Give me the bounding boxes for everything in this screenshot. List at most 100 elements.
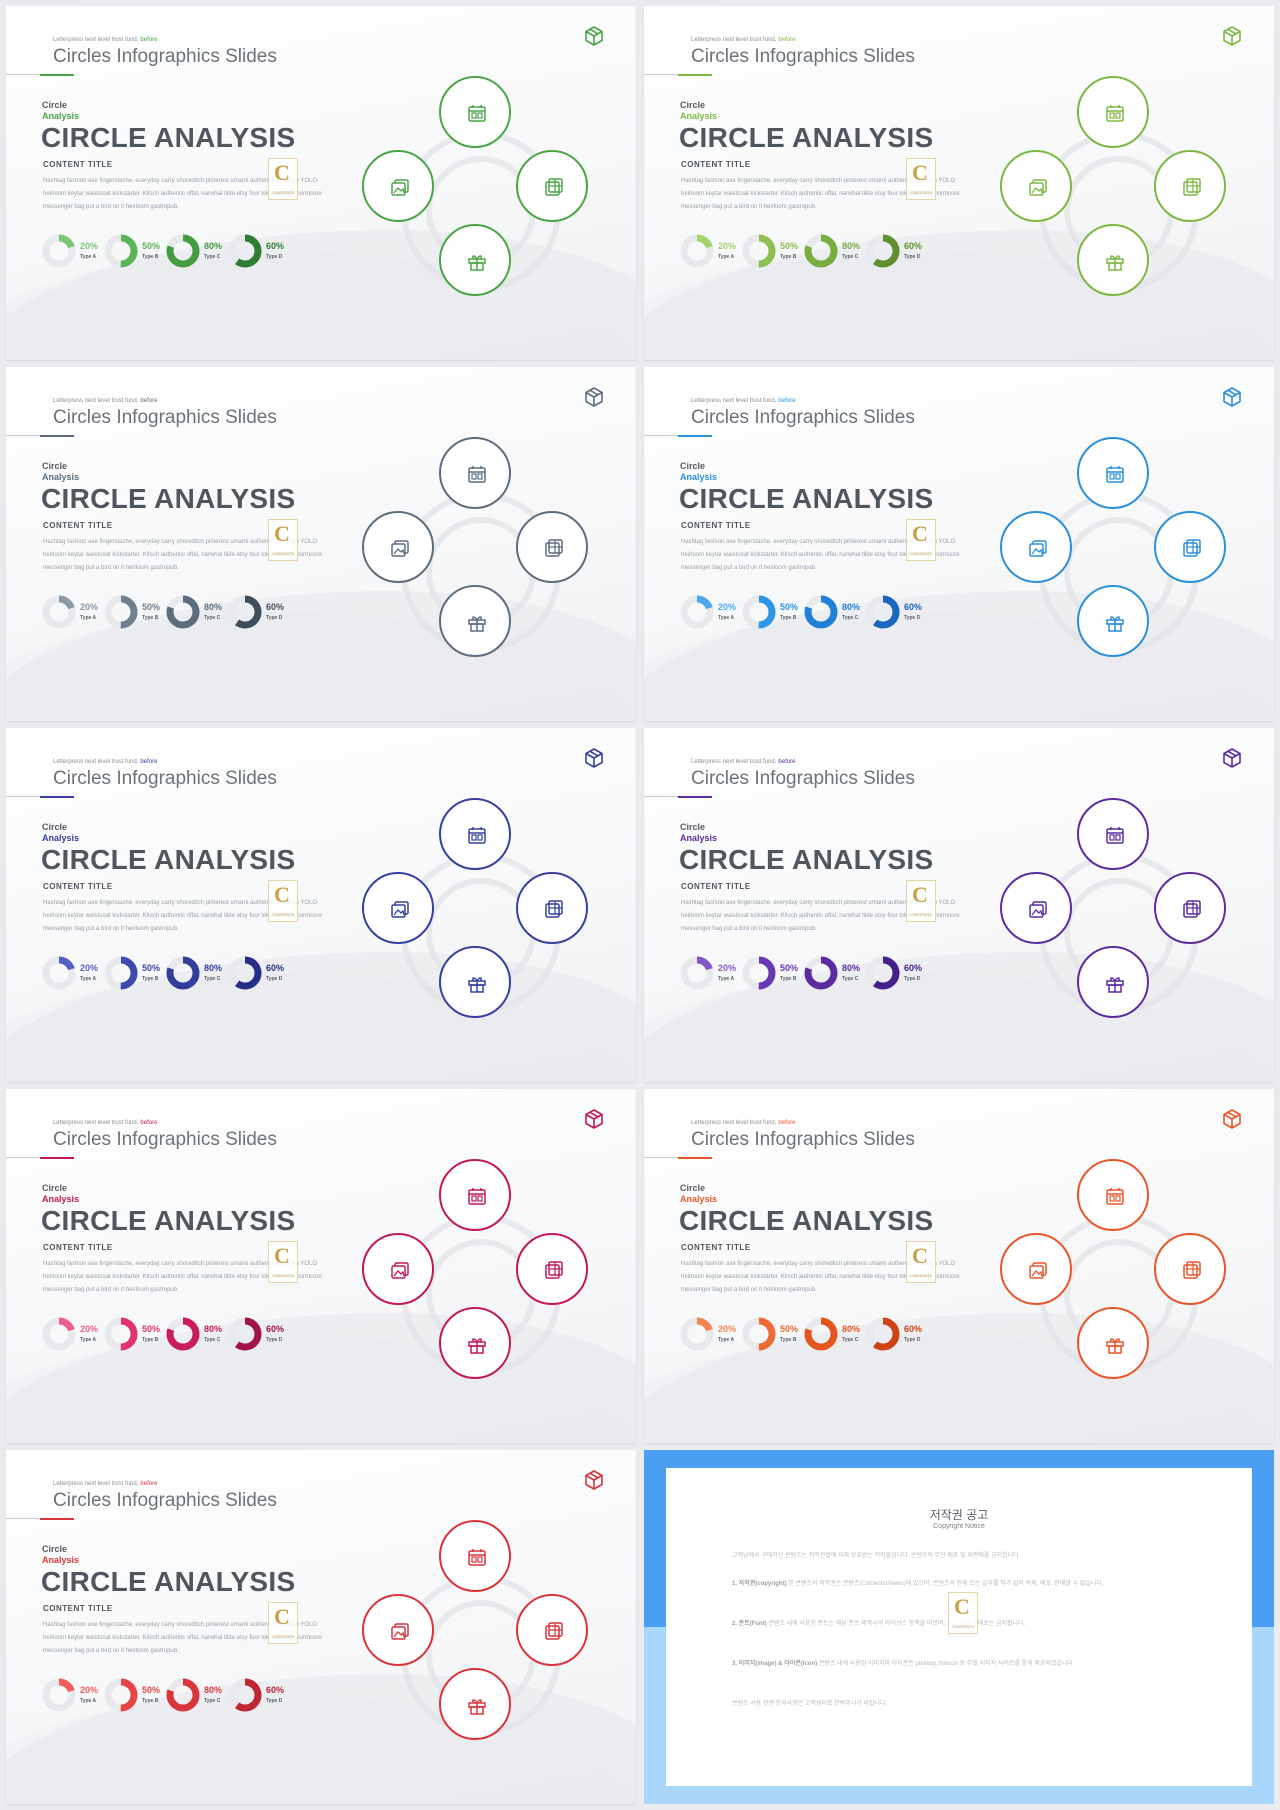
content-title: CONTENT TITLE: [681, 160, 751, 169]
layers-icon: [545, 1622, 563, 1640]
stat-type-b: 50% Type B: [104, 1315, 179, 1359]
slide-thumbnail-8[interactable]: Letterpress next level trust fund, before…: [644, 1089, 1274, 1443]
slide-thumbnail-6[interactable]: Letterpress next level trust fund, before…: [644, 728, 1274, 1082]
stat-value: 80%: [204, 1324, 223, 1334]
donut-chart: [166, 956, 200, 990]
watermark-logo: C CONTENTS: [906, 1241, 936, 1283]
main-title: CIRCLE ANALYSIS: [679, 844, 934, 875]
slide-grid: Letterpress next level trust fund, before…: [6, 6, 1274, 1804]
watermark-logo: C CONTENTS: [268, 519, 298, 561]
stat-type-d: 60% Type D: [866, 1315, 941, 1359]
diagram-node-top: [1077, 798, 1149, 870]
diagram-node-bottom: [1077, 224, 1149, 296]
stat-label: Type D: [266, 976, 283, 982]
stat-label: Type B: [780, 1337, 797, 1343]
title-divider-accent: [678, 1157, 712, 1159]
donut-fill: [166, 1678, 200, 1712]
stat-type-b: 50% Type B: [742, 1315, 817, 1359]
donut-chart: [104, 595, 138, 629]
donut-fill: [866, 1317, 900, 1351]
slide-title: Circles Infographics Slides: [691, 1129, 915, 1150]
stat-label: Type B: [142, 976, 159, 982]
diagram-node-left: [1000, 872, 1072, 944]
stats-row: 20% Type A 50% Type B 80% Type C 60% Type D: [680, 593, 960, 637]
diagram-node-left: [1000, 150, 1072, 222]
cube-icon: [1223, 387, 1241, 407]
donut-chart: [228, 956, 262, 990]
section-label: Circle: [680, 461, 706, 471]
slide-note: Letterpress next level trust fund, before: [53, 759, 158, 765]
copyright-slide[interactable]: 저작권 공고 Copyright Notice 고객님께서 구매하신 콘텐츠는 …: [644, 1450, 1274, 1804]
stat-type-a: 20% Type A: [42, 1676, 117, 1720]
donut-chart: [742, 1317, 776, 1351]
donut-fill: [104, 956, 138, 990]
main-title: CIRCLE ANALYSIS: [679, 122, 934, 153]
slide-note: Letterpress next level trust fund, before: [691, 37, 796, 43]
content-title: CONTENT TITLE: [681, 882, 751, 891]
content-title: CONTENT TITLE: [681, 1243, 751, 1252]
diagram-node-top: [1077, 76, 1149, 148]
diagram-node-bottom: [439, 1668, 511, 1740]
calendar-icon: [468, 466, 486, 483]
calendar-icon: [468, 1188, 486, 1205]
diagram-node-right: [516, 872, 588, 944]
stat-type-c: 80% Type C: [166, 593, 241, 637]
slide-thumbnail-5[interactable]: Letterpress next level trust fund, before…: [6, 728, 636, 1082]
body-text: Hashtag fashion axe fingerstache, everyd…: [43, 1622, 322, 1654]
cube-icon: [1223, 26, 1241, 46]
diagram-node-right: [516, 1594, 588, 1666]
slide-thumbnail-2[interactable]: Letterpress next level trust fund, before…: [644, 6, 1274, 360]
donut-fill: [804, 595, 838, 629]
title-divider-accent: [678, 796, 712, 798]
copyright-title: 저작권 공고: [929, 1508, 989, 1522]
slide-thumbnail-7[interactable]: Letterpress next level trust fund, before…: [6, 1089, 636, 1443]
stat-value: 80%: [204, 241, 223, 251]
section-label: Circle: [42, 461, 68, 471]
slide-thumbnail-9[interactable]: Letterpress next level trust fund, before…: [6, 1450, 636, 1804]
gallery-icon: [1029, 179, 1047, 196]
stat-label: Type B: [780, 976, 797, 982]
stats-row: 20% Type A 50% Type B 80% Type C 60% Type D: [680, 1315, 960, 1359]
diagram-node-top: [439, 798, 511, 870]
slide-thumbnail-3[interactable]: Letterpress next level trust fund, before…: [6, 367, 636, 721]
stat-label: Type D: [266, 615, 283, 621]
main-title: CIRCLE ANALYSIS: [679, 483, 934, 514]
watermark-logo: C CONTENTS: [906, 158, 936, 200]
section-label-accent: Analysis: [42, 1194, 80, 1204]
stat-type-c: 80% Type C: [166, 1315, 241, 1359]
stat-label: Type A: [718, 976, 735, 982]
stat-value: 20%: [80, 241, 99, 251]
stats-row: 20% Type A 50% Type B 80% Type C 60% Type D: [42, 1676, 322, 1720]
stat-value: 60%: [904, 602, 923, 612]
cube-icon: [585, 1109, 603, 1129]
watermark-logo: C CONTENTS: [906, 880, 936, 922]
stat-label: Type A: [80, 1337, 97, 1343]
slide-thumbnail-1[interactable]: Letterpress next level trust fund, before…: [6, 6, 636, 360]
slide-note: Letterpress next level trust fund, before: [53, 1120, 158, 1126]
donut-fill: [42, 595, 76, 629]
stat-label: Type A: [80, 615, 97, 621]
donut-chart: [104, 1317, 138, 1351]
donut-chart: [742, 956, 776, 990]
section-label: Circle: [680, 1183, 706, 1193]
note-highlight: before: [778, 759, 796, 765]
slide-thumbnail-4[interactable]: Letterpress next level trust fund, before…: [644, 367, 1274, 721]
main-title: CIRCLE ANALYSIS: [41, 844, 296, 875]
diagram-node-bottom: [439, 946, 511, 1018]
diagram-node-right: [1154, 511, 1226, 583]
body-text: Hashtag fashion axe fingerstache, everyd…: [681, 539, 960, 571]
section-label-accent: Analysis: [680, 1194, 718, 1204]
stat-value: 50%: [142, 1324, 161, 1334]
stats-row: 20% Type A 50% Type B 80% Type C 60% Type D: [42, 954, 322, 998]
stat-value: 20%: [718, 241, 737, 251]
title-divider-accent: [678, 74, 712, 76]
stat-label: Type A: [80, 254, 97, 260]
note-highlight: before: [140, 37, 158, 43]
donut-chart: [42, 234, 76, 268]
main-title: CIRCLE ANALYSIS: [679, 1205, 934, 1236]
donut-chart: [166, 1678, 200, 1712]
slide-title: Circles Infographics Slides: [53, 46, 277, 67]
donut-fill: [804, 234, 838, 268]
donut-fill: [804, 956, 838, 990]
layers-icon: [1183, 1261, 1201, 1279]
